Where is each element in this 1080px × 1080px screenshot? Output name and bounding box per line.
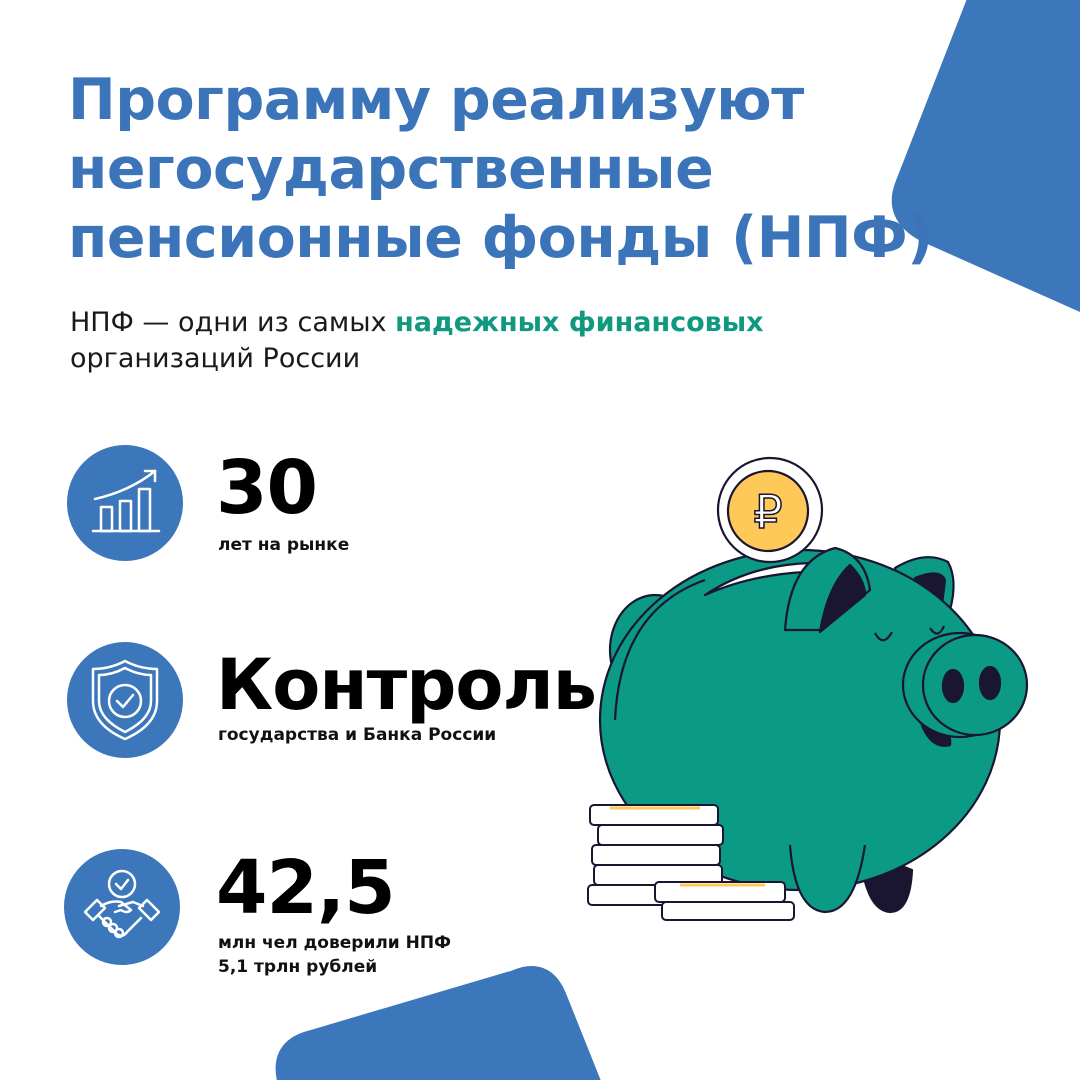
title-line-3: пенсионные фонды (НПФ): [68, 205, 933, 271]
stat-value-years: 30: [216, 445, 318, 531]
subtitle: НПФ — одни из самых надежных финансовых …: [70, 305, 764, 377]
ruble-symbol: ₽: [753, 485, 782, 539]
page-title: Программу реализуют негосударственные пе…: [68, 66, 933, 273]
subtitle-highlight: надежных финансовых: [395, 307, 764, 338]
stat-caption-control: государства и Банка России: [218, 725, 497, 745]
piggy-bank-illustration: ₽: [587, 456, 1029, 921]
stat-caption-assets: 5,1 трлн рублей: [218, 957, 378, 977]
handshake-icon: [64, 849, 180, 965]
shield-check-icon: [67, 642, 183, 758]
subtitle-prefix: НПФ — одни из самых: [70, 307, 396, 338]
stat-value-control: Контроль: [216, 644, 597, 726]
stat-caption-clients: млн чел доверили НПФ: [218, 933, 451, 953]
piggy-snout: [921, 633, 1029, 737]
title-line-2: негосударственные: [68, 136, 714, 202]
stat-caption-years: лет на рынке: [218, 535, 350, 555]
coin-stack: [587, 804, 795, 921]
stat-value-clients: 42,5: [216, 845, 396, 931]
growth-chart-icon: [67, 445, 183, 561]
subtitle-suffix: организаций России: [70, 343, 361, 374]
title-line-1: Программу реализуют: [68, 67, 804, 133]
